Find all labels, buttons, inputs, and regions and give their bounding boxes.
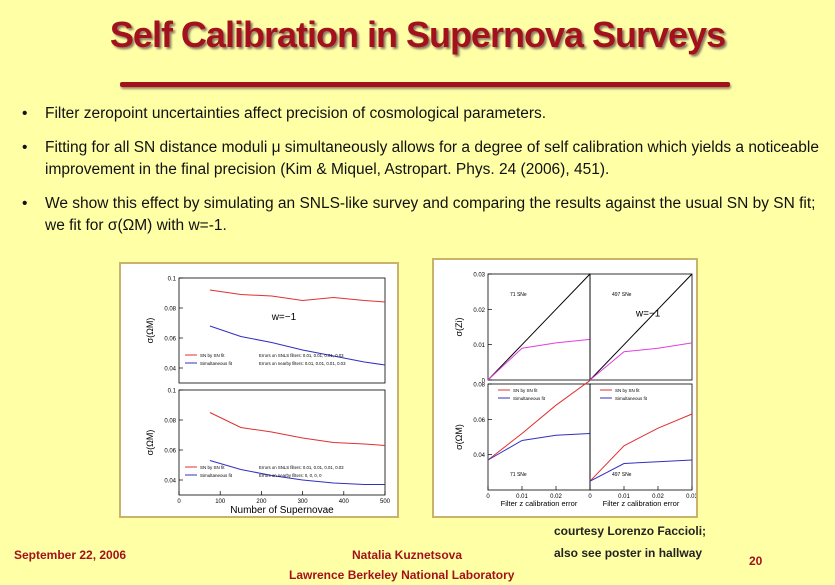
annotation: w=−1 xyxy=(635,308,661,319)
series-line xyxy=(487,380,591,461)
x-tick-label: 0.02 xyxy=(550,494,562,500)
left-figure-svg: 0.04 0.06 0.08 0.1 σ(ΩM) w=−1 SN by SN fit Simu… xyxy=(145,277,391,517)
footer-lab: Lawrence Berkeley National Laboratory xyxy=(289,568,515,582)
legend-label: SN by SN fit xyxy=(200,465,225,470)
series-line xyxy=(589,273,693,381)
series-line xyxy=(487,433,591,461)
legend-note: Errors on SNLS filters: 0.01, 0.01, 0.01… xyxy=(259,465,344,470)
y-tick-label: 0.04 xyxy=(164,367,176,373)
x-tick-label: 0.01 xyxy=(516,494,528,500)
plot-frame xyxy=(589,383,693,491)
y-tick-label: 0.08 xyxy=(473,383,485,389)
left-top-plot: 0.04 0.06 0.08 0.1 σ(ΩM) w=−1 SN by SN fit Simu… xyxy=(145,277,386,384)
y-tick-label: 0.08 xyxy=(164,307,176,313)
x-tick-label: 0 xyxy=(486,494,490,500)
legend-label: Simultaneous fit xyxy=(200,473,233,478)
footer-page: 20 xyxy=(749,554,763,568)
slide-title: Self Calibration in Supernova Surveys xyxy=(109,14,726,55)
right-top-left-plot: 0 0.01 0.02 0.03 σ(Zi) 71 SNe xyxy=(454,273,591,385)
footer-date: September 22, 2006 xyxy=(14,548,127,562)
x-tick-label: 0.02 xyxy=(652,494,664,500)
x-tick-label: 100 xyxy=(215,499,226,505)
y-tick-label: 0 xyxy=(482,379,486,385)
footer-author: Natalia Kuznetsova xyxy=(352,548,463,562)
plot-frame xyxy=(589,273,693,381)
legend-label: Simultaneous fit xyxy=(200,361,233,366)
x-tick-label: 0 xyxy=(588,494,592,500)
y-tick-label: 0.06 xyxy=(473,418,485,424)
y-tick-label: 0.1 xyxy=(168,277,177,283)
credit-line-1: courtesy Lorenzo Faccioli; xyxy=(554,524,707,538)
series-line xyxy=(209,289,386,303)
x-tick-label: 500 xyxy=(380,499,391,505)
y-axis-label: σ(ΩM) xyxy=(145,318,155,344)
plot-frame xyxy=(178,277,386,384)
y-axis-label: σ(Zi) xyxy=(454,317,464,336)
series-line xyxy=(209,412,386,446)
legend-label: SN by SN fit xyxy=(615,388,640,393)
right-bottom-left-plot: 0.040.060.080 0.01 0.02σ(ΩM)Filter z calib… xyxy=(454,380,591,508)
series-line xyxy=(487,273,591,381)
legend-note: Errors on nearby filters: 0.01, 0.01, 0.… xyxy=(259,361,346,366)
right-figure: 0 0.01 0.02 0.03 σ(Zi) 71 SNe 497 SNe w=−1 0.0… xyxy=(432,258,698,518)
x-axis-label: Filter z calibration error xyxy=(603,499,680,508)
x-tick-label: 0 xyxy=(177,499,181,505)
right-bottom-right-plot: 0 0.01 0.02 0.03 Filter z calibration error 4… xyxy=(588,383,698,508)
x-tick-label: 0.01 xyxy=(618,494,630,500)
legend-label: Simultaneous fit xyxy=(513,396,546,401)
right-top-right-plot: 497 SNe w=−1 xyxy=(589,273,693,381)
left-figure: 0.04 0.06 0.08 0.1 σ(ΩM) w=−1 SN by SN fit Simu… xyxy=(119,262,399,518)
y-tick-label: 0.02 xyxy=(473,308,485,314)
legend-note: Errors on nearby filters: 0, 0, 0, 0 xyxy=(259,473,322,478)
bullet-3: We show this effect by simulating an SNL… xyxy=(22,193,834,237)
y-tick-label: 0.03 xyxy=(473,273,485,279)
x-axis-label: Filter z calibration error xyxy=(501,499,578,508)
y-tick-label: 0.1 xyxy=(168,389,177,395)
series-line xyxy=(589,413,693,482)
bullet-list: Filter zeropoint uncertainties affect pr… xyxy=(22,103,834,249)
y-axis-label: σ(ΩM) xyxy=(454,424,464,450)
left-bottom-plot: 0.04 0.06 0.08 0.1 0 100 200 300 400 500 σ(ΩM) Numb… xyxy=(145,389,391,517)
title-underline xyxy=(120,82,730,87)
right-figure-svg: 0 0.01 0.02 0.03 σ(Zi) 71 SNe 497 SNe w=−1 0.0… xyxy=(454,273,698,509)
plot-frame xyxy=(178,389,386,496)
x-tick-label: 200 xyxy=(256,499,267,505)
legend-label: SN by SN fit xyxy=(513,388,538,393)
annotation: w=−1 xyxy=(271,312,297,323)
legend-note: Errors on SNLS filters: 0.01, 0.01, 0.01… xyxy=(259,353,344,358)
y-tick-label: 0.06 xyxy=(164,337,176,343)
series-line xyxy=(209,460,385,485)
bullet-1: Filter zeropoint uncertainties affect pr… xyxy=(22,103,834,125)
y-tick-label: 0.04 xyxy=(473,453,485,459)
series-line xyxy=(487,338,591,381)
series-line xyxy=(589,342,693,381)
x-axis-label: Number of Supernovae xyxy=(230,505,334,516)
panel-label: 71 SNe xyxy=(510,292,527,298)
x-tick-label: 400 xyxy=(339,499,350,505)
panel-label: 71 SNe xyxy=(510,472,527,478)
bullet-2: Fitting for all SN distance moduli μ sim… xyxy=(22,137,834,181)
panel-label: 497 SNe xyxy=(612,292,632,298)
legend-label: SN by SN fit xyxy=(200,353,225,358)
y-tick-label: 0.06 xyxy=(164,449,176,455)
x-tick-label: 0.03 xyxy=(686,494,696,500)
y-tick-label: 0.08 xyxy=(164,419,176,425)
credit-line-2: also see poster in hallway xyxy=(554,546,703,560)
y-tick-label: 0.04 xyxy=(164,479,176,485)
x-tick-label: 300 xyxy=(298,499,309,505)
panel-label: 497 SNe xyxy=(612,472,632,478)
y-axis-label: σ(ΩM) xyxy=(145,430,155,456)
legend-label: Simultaneous fit xyxy=(615,396,648,401)
series-line xyxy=(209,325,386,366)
series-line xyxy=(589,459,693,482)
y-tick-label: 0.01 xyxy=(473,343,485,349)
